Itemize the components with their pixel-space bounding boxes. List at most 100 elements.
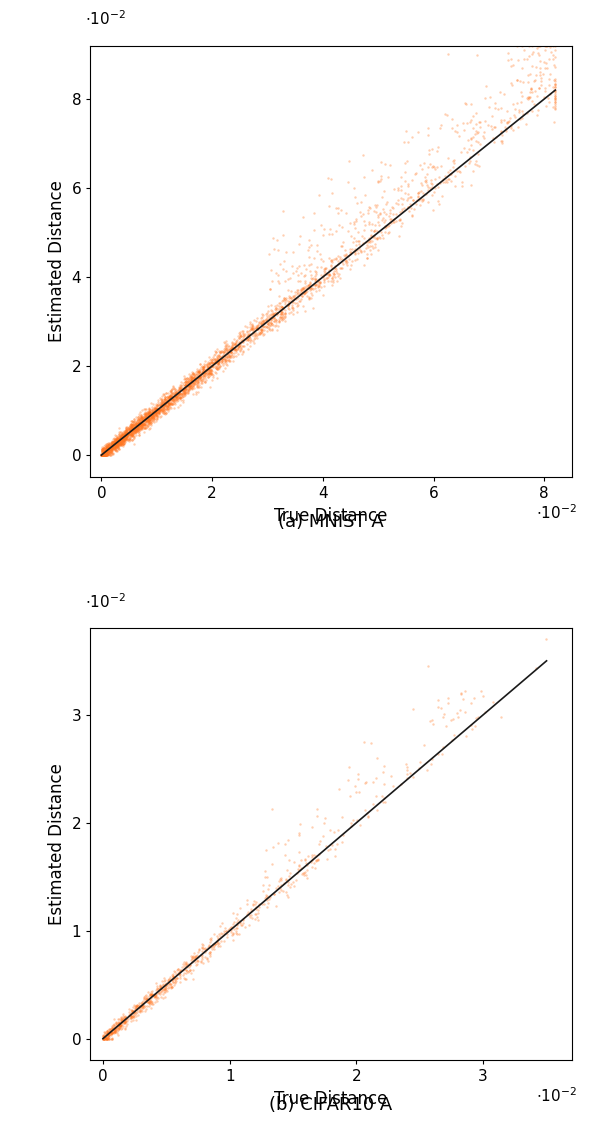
Point [114, 440, 124, 458]
Point [112, 430, 122, 448]
Point [422, 176, 432, 194]
Point [265, 888, 275, 906]
Point [329, 250, 338, 268]
Point [293, 860, 303, 878]
Point [203, 950, 213, 968]
Point [257, 308, 267, 326]
Point [167, 396, 176, 414]
Point [137, 416, 147, 434]
Point [154, 396, 163, 414]
Point [113, 1020, 122, 1039]
Point [149, 413, 158, 431]
Point [227, 339, 237, 357]
Point [433, 178, 443, 196]
Point [137, 999, 147, 1017]
Point [226, 918, 236, 936]
Point [338, 218, 347, 236]
Point [143, 406, 153, 424]
Point [274, 312, 284, 331]
Point [418, 185, 428, 203]
Point [501, 122, 511, 140]
Point [110, 438, 120, 456]
Point [102, 443, 111, 462]
Point [247, 320, 256, 339]
Point [231, 343, 240, 361]
Point [134, 410, 144, 429]
Point [364, 233, 373, 251]
Point [117, 425, 127, 443]
Point [219, 349, 228, 367]
Point [137, 412, 147, 430]
Point [109, 440, 119, 458]
Point [158, 400, 167, 418]
Point [391, 212, 401, 230]
Point [179, 963, 189, 982]
Point [110, 1019, 120, 1037]
Point [231, 332, 241, 350]
Point [170, 963, 180, 982]
Point [287, 293, 297, 311]
Point [288, 873, 297, 891]
Point [101, 438, 111, 456]
Point [108, 440, 117, 458]
Point [138, 409, 148, 428]
Point [203, 938, 213, 956]
Point [105, 1020, 115, 1039]
Point [146, 418, 155, 437]
Point [117, 435, 126, 454]
Point [256, 314, 265, 332]
Point [502, 101, 512, 120]
Point [168, 391, 178, 409]
Point [114, 431, 123, 449]
Point [105, 440, 114, 458]
Point [113, 435, 123, 454]
Point [145, 985, 155, 1003]
Point [134, 417, 143, 435]
Point [264, 319, 274, 337]
Point [325, 266, 335, 284]
Point [459, 139, 469, 157]
Point [333, 252, 343, 270]
Point [155, 977, 165, 995]
Point [489, 129, 498, 147]
Point [248, 319, 258, 337]
Point [185, 961, 194, 979]
Point [217, 350, 226, 368]
Point [118, 432, 128, 450]
Point [300, 850, 310, 869]
Point [499, 86, 509, 104]
Point [160, 404, 169, 422]
Point [186, 947, 196, 966]
Point [145, 985, 155, 1003]
Point [496, 132, 506, 150]
Point [121, 425, 131, 443]
Point [550, 88, 560, 106]
Point [287, 299, 297, 317]
Point [238, 336, 247, 355]
Point [144, 407, 154, 425]
Point [118, 432, 128, 450]
Point [353, 770, 363, 788]
Point [194, 940, 204, 959]
Point [125, 420, 134, 438]
Point [475, 117, 485, 136]
Point [99, 1024, 109, 1042]
Point [254, 898, 264, 917]
Point [224, 347, 234, 365]
Point [199, 365, 209, 383]
Point [122, 1015, 132, 1033]
Point [279, 290, 289, 308]
Point [194, 364, 203, 382]
Point [362, 250, 372, 268]
Point [155, 984, 164, 1002]
Point [350, 188, 360, 206]
Point [110, 1024, 119, 1042]
Point [190, 947, 199, 966]
Point [199, 355, 208, 373]
Point [130, 420, 140, 438]
Point [280, 303, 290, 321]
Point [467, 136, 476, 154]
Point [295, 285, 305, 303]
Point [544, 92, 554, 111]
Point [541, 54, 550, 72]
